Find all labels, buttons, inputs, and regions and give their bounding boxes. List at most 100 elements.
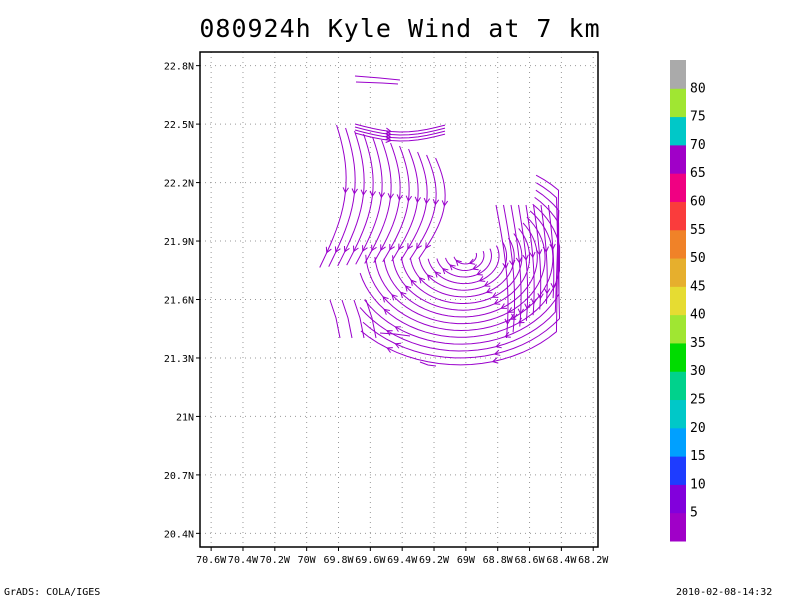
colorbar-label: 80 <box>690 81 706 96</box>
colorbar-label: 10 <box>690 477 706 492</box>
stream-arrow <box>418 277 426 284</box>
stream-arrow <box>386 347 393 353</box>
streamline <box>346 133 374 266</box>
stream-arrow <box>382 296 389 303</box>
stream-arrow <box>455 259 462 266</box>
plot-frame <box>199 51 599 548</box>
stream-arrow <box>398 243 404 251</box>
stream-arrow <box>491 292 499 298</box>
streamlines <box>319 75 561 367</box>
stream-arrow <box>325 246 332 254</box>
streamline <box>383 222 538 318</box>
y-tick-label: 22.5N <box>164 120 194 131</box>
colorbar-swatch <box>670 229 686 259</box>
stream-arrow <box>530 298 538 305</box>
streamline <box>354 132 446 142</box>
footer-timestamp: 2010-02-08-14:32 <box>676 587 773 598</box>
colorbar-swatch <box>670 173 686 202</box>
streamline <box>329 299 341 339</box>
stream-arrow <box>504 318 511 326</box>
streamline <box>365 210 554 331</box>
stream-arrow <box>343 245 350 253</box>
stream-arrow <box>394 342 402 349</box>
x-tick-label: 68.8W <box>483 555 514 566</box>
x-tick-label: 68.6W <box>514 555 545 566</box>
x-tick-label: 70W <box>298 555 317 566</box>
y-tick-label: 21N <box>176 412 194 423</box>
streamline <box>360 174 560 366</box>
stream-arrow <box>407 243 413 250</box>
stream-arrow <box>517 308 525 315</box>
colorbar-swatch <box>670 512 686 542</box>
colorbar-swatch <box>670 116 686 146</box>
streamline <box>418 157 446 259</box>
y-tick-label: 21.6N <box>164 296 194 307</box>
streamline <box>419 361 437 367</box>
stream-arrow <box>425 242 432 249</box>
colorbar-swatch <box>670 60 686 89</box>
streamline <box>374 216 546 325</box>
streamline <box>436 248 492 278</box>
stream-arrow <box>410 279 417 286</box>
stream-arrow <box>387 193 394 200</box>
stream-arrow <box>535 249 543 256</box>
stream-arrow <box>543 288 551 295</box>
stream-arrow <box>383 308 390 315</box>
stream-arrow <box>476 269 483 276</box>
x-tick-label: 68.2W <box>578 555 609 566</box>
streamline <box>495 204 509 339</box>
streamline <box>418 241 508 291</box>
y-tick-label: 21.9N <box>164 237 194 248</box>
stream-arrow <box>385 133 393 140</box>
streamline <box>382 145 410 263</box>
stream-arrow <box>380 244 386 252</box>
stream-arrow <box>360 189 367 196</box>
streamline <box>503 204 516 333</box>
stream-arrow <box>432 199 440 206</box>
streamline <box>364 139 392 264</box>
stream-arrow <box>515 257 523 264</box>
x-tick-label: 69.8W <box>323 555 354 566</box>
stream-arrow <box>391 294 398 301</box>
stream-arrow <box>385 130 393 137</box>
colorbar-label: 40 <box>690 308 706 323</box>
y-tick-label: 20.4N <box>164 529 194 540</box>
stream-arrow <box>416 242 422 250</box>
streamline <box>354 75 401 81</box>
colorbar-label: 50 <box>690 251 706 266</box>
stream-arrow <box>537 293 544 300</box>
stream-arrow <box>522 254 529 261</box>
stream-arrow <box>504 331 511 338</box>
stream-arrow <box>385 127 393 134</box>
streamline <box>453 252 477 265</box>
stream-arrow <box>378 191 385 199</box>
footer-credit: GrADS: COLA/IGES <box>4 587 101 598</box>
streamline <box>362 182 561 359</box>
colorbar-swatch <box>670 427 686 457</box>
streamline <box>379 332 411 337</box>
chart-title: 080924h Kyle Wind at 7 km <box>199 14 601 43</box>
y-axis: 20.4N 20.7N 21N 21.3N 21.6N 21.9N 22.2N 22.5N 22… <box>164 62 200 540</box>
streamline <box>427 245 500 285</box>
stream-arrow <box>371 244 377 252</box>
y-tick-label: 20.7N <box>164 471 194 482</box>
stream-arrow <box>353 245 359 253</box>
streamline <box>409 154 437 260</box>
colorbar-label: 65 <box>690 166 706 181</box>
colorbar-label: 75 <box>690 110 706 125</box>
stream-arrow <box>524 303 531 310</box>
colorbar-label: 15 <box>690 449 706 464</box>
streamline <box>391 148 419 262</box>
streamline <box>354 123 446 133</box>
colorbar-swatch <box>670 399 686 429</box>
stream-arrow <box>394 326 402 332</box>
stream-arrow <box>399 291 407 299</box>
streamline <box>373 142 401 263</box>
streamline <box>359 189 560 352</box>
colorbar-swatch <box>670 371 686 401</box>
stream-arrow <box>423 197 431 205</box>
streamline <box>510 204 522 327</box>
stream-arrow <box>426 274 434 281</box>
stream-arrow <box>342 187 349 194</box>
streamline <box>354 129 446 139</box>
